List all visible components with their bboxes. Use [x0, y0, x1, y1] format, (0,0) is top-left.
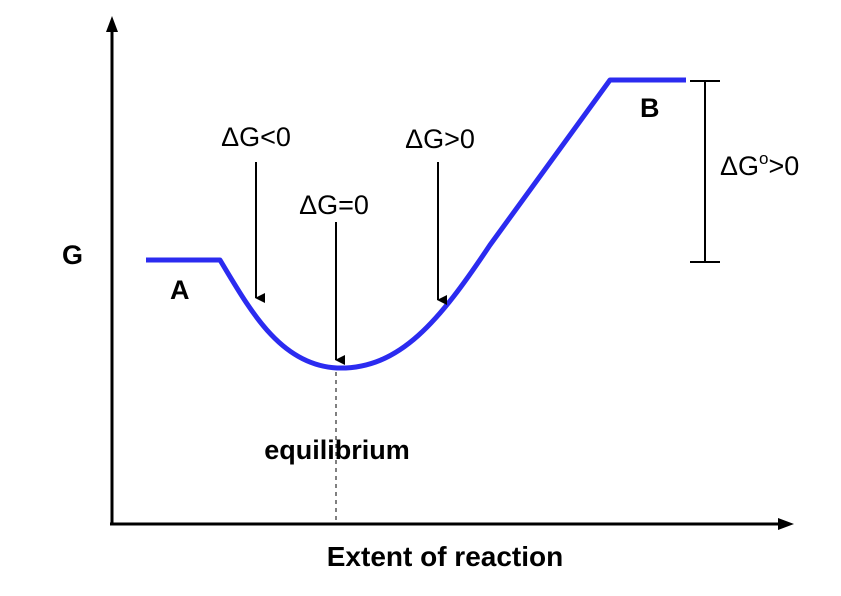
free-energy-curve — [146, 77, 686, 371]
y-axis-label: G — [62, 240, 83, 270]
equilibrium-label: equilibrium — [264, 435, 410, 465]
dg-negative-label: ΔG<0 — [221, 122, 291, 152]
standard-dg-suffix: >0 — [769, 151, 800, 181]
state-a-label: A — [170, 275, 190, 305]
state-b-label: B — [640, 93, 660, 123]
standard-dg-superscript: o — [759, 149, 768, 168]
dg-zero-label: ΔG=0 — [299, 190, 369, 220]
x-axis-arrow-icon — [778, 518, 794, 530]
standard-dg-label: ΔGo>0 — [720, 149, 799, 181]
dg-positive-label: ΔG>0 — [405, 124, 475, 154]
x-axis-label: Extent of reaction — [327, 541, 563, 572]
y-axis-arrow-icon — [106, 16, 118, 32]
standard-dg-symbol: ΔG — [720, 151, 759, 181]
